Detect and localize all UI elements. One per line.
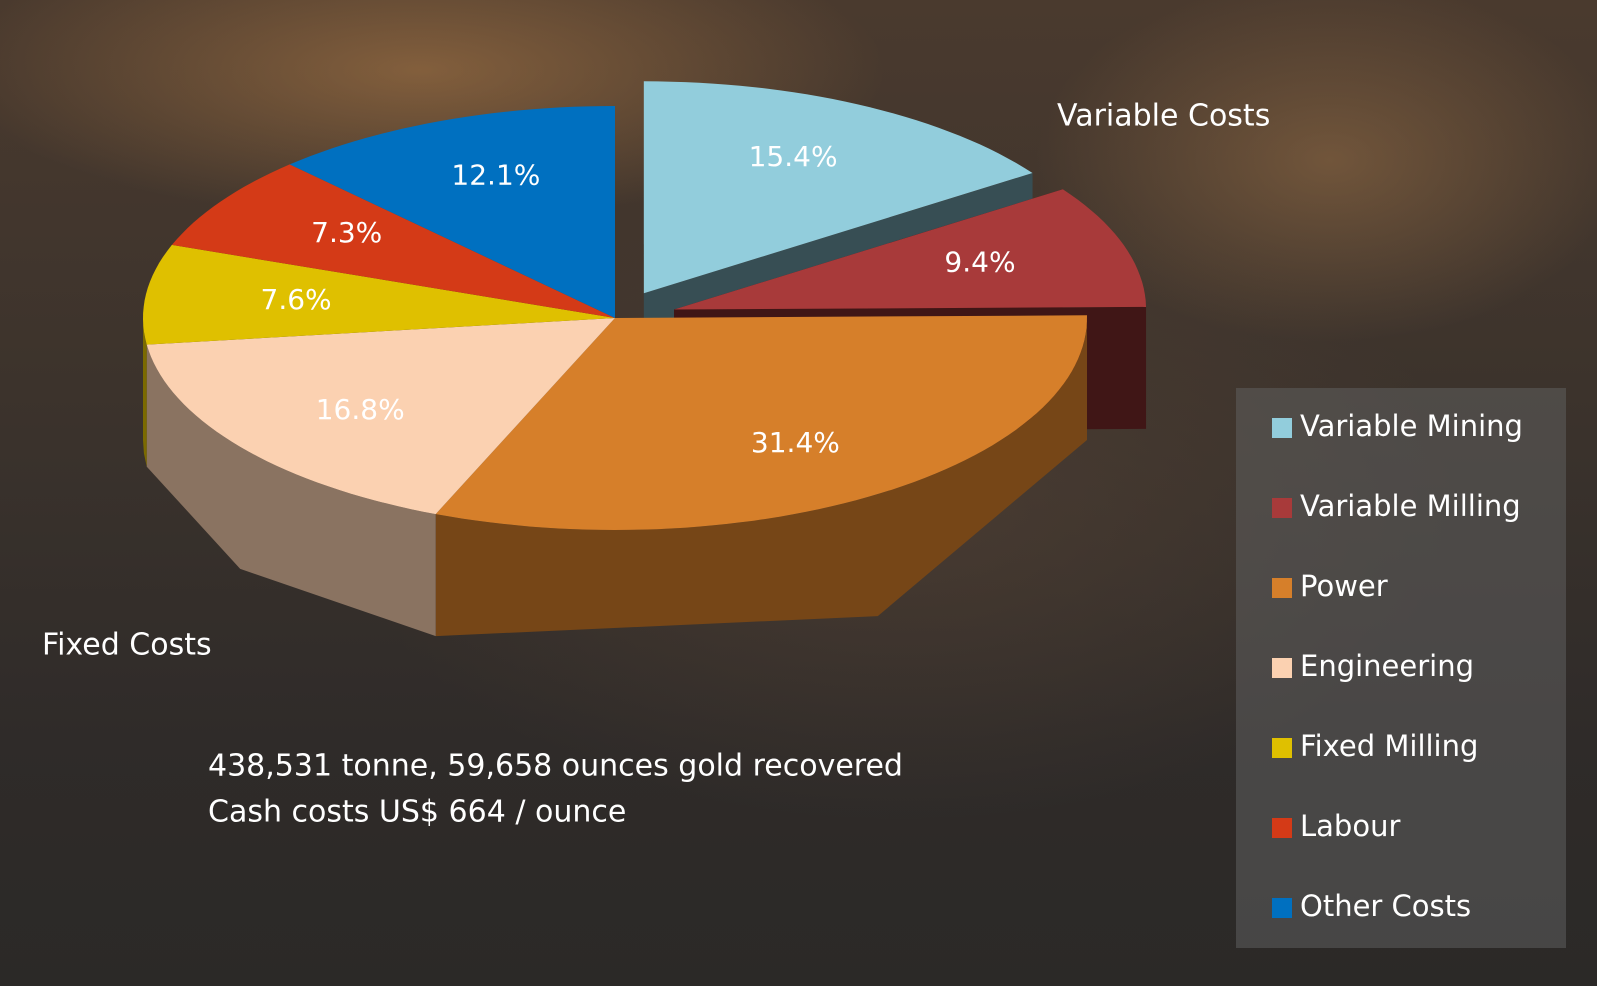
- legend-swatch: [1272, 898, 1292, 918]
- legend-label: Engineering: [1300, 649, 1474, 683]
- slice-side: [143, 318, 147, 467]
- legend-swatch: [1272, 498, 1292, 518]
- pie-tops: [143, 81, 1146, 530]
- pie-slice: [171, 164, 615, 318]
- legend-label: Labour: [1300, 809, 1400, 843]
- legend-swatch: [1272, 658, 1292, 678]
- legend-swatch: [1272, 418, 1292, 438]
- data-label: 31.4%: [751, 426, 840, 459]
- data-label: 15.4%: [749, 140, 838, 173]
- pie-slice: [146, 318, 615, 515]
- data-label: 9.4%: [944, 245, 1015, 278]
- pie-labels: 15.4% 9.4% 31.4% 16.8% 7.6% 7.3% 12.1%: [261, 140, 1016, 459]
- legend-swatch: [1272, 818, 1292, 838]
- pie-slice: [289, 106, 615, 318]
- pie: 15.4% 9.4% 31.4% 16.8% 7.6% 7.3% 12.1%: [143, 81, 1147, 637]
- pie-slice: [674, 189, 1146, 310]
- pie-slice: [643, 81, 1033, 294]
- data-label: 16.8%: [316, 393, 405, 426]
- data-label: 7.3%: [311, 216, 382, 249]
- annotation: Cash costs US$ 664 / ounce: [208, 795, 626, 830]
- legend-swatch: [1272, 578, 1292, 598]
- legend-swatch: [1272, 738, 1292, 758]
- legend-label: Power: [1300, 569, 1388, 603]
- data-label: 12.1%: [451, 158, 540, 191]
- legend-label: Variable Milling: [1300, 489, 1521, 523]
- legend-label: Variable Mining: [1300, 409, 1523, 443]
- annotation: Variable Costs: [1057, 99, 1270, 134]
- annotation: Fixed Costs: [42, 628, 212, 663]
- slice-side: [435, 318, 1087, 637]
- legend-label: Fixed Milling: [1300, 729, 1478, 763]
- legend: Variable Mining Variable Milling Power Engi…: [1272, 409, 1523, 923]
- pie-slice: [143, 244, 615, 345]
- data-label: 7.6%: [261, 283, 332, 316]
- legend-label: Other Costs: [1300, 889, 1471, 923]
- annotation: 438,531 tonne, 59,658 ounces gold recove…: [208, 749, 903, 784]
- slice-side: [146, 344, 436, 637]
- pie-slice: [435, 315, 1087, 530]
